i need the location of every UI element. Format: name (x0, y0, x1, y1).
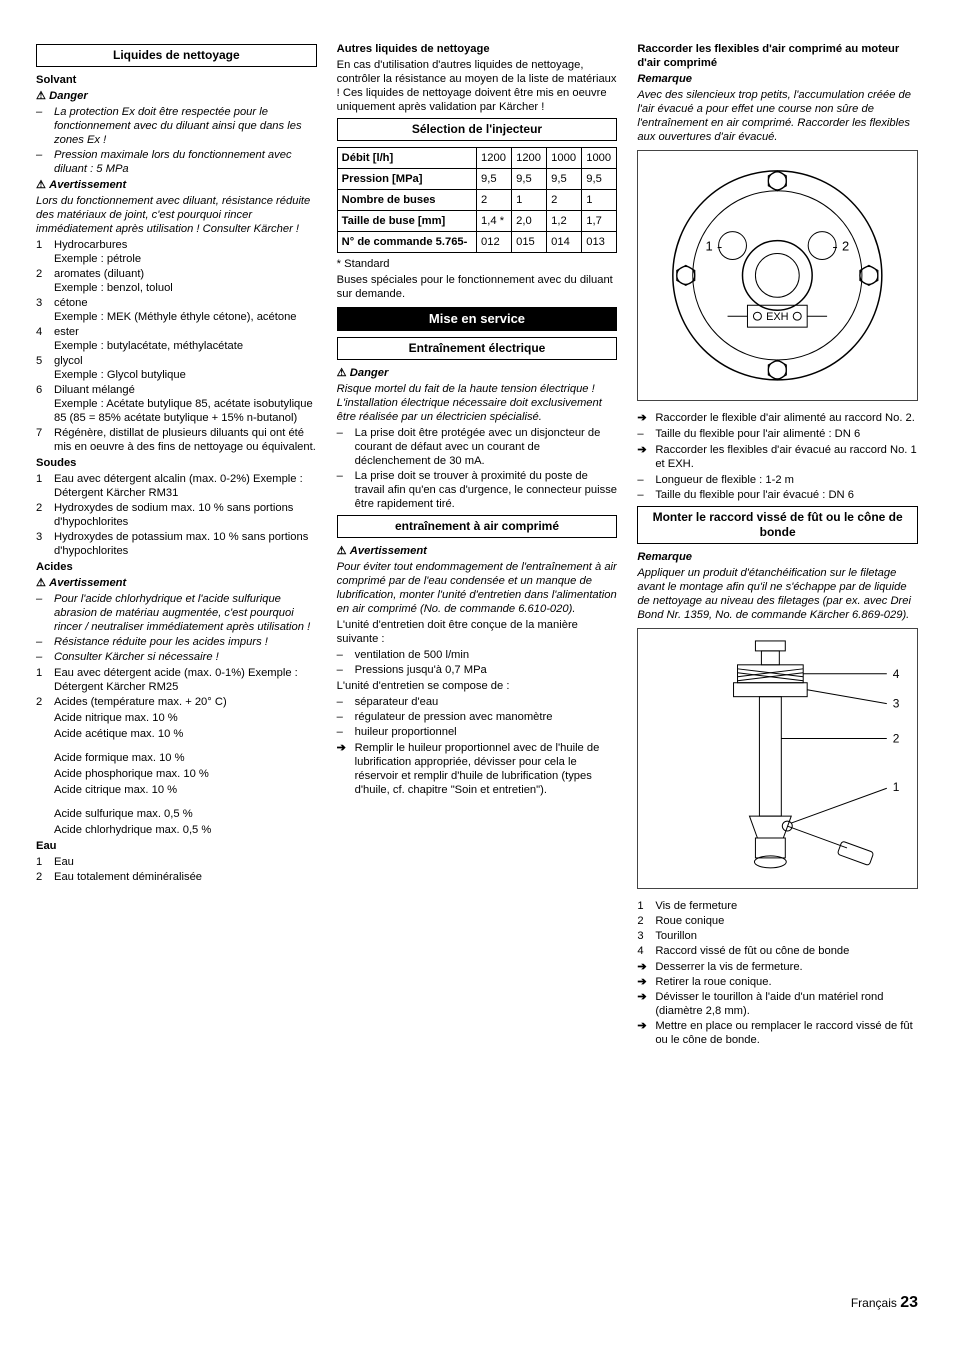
warning-label: Avertissement (36, 576, 317, 590)
list-item: Longueur de flexible : 1-2 m (637, 473, 918, 487)
list-item: séparateur d'eau (337, 695, 618, 709)
step-item: Remplir le huileur proportionnel avec de… (337, 741, 618, 797)
danger-text: Risque mortel du fait de la haute tensio… (337, 382, 618, 424)
heading-acides: Acides (36, 560, 317, 574)
heading-autres: Autres liquides de nettoyage (337, 42, 618, 56)
danger-item: La protection Ex doit être respectée pou… (36, 105, 317, 147)
heading-raccorder: Raccorder les flexibles d'air comprimé a… (637, 42, 918, 70)
list-item: 1Eau avec détergent alcalin (max. 0-2%) … (36, 472, 317, 500)
heading-selection: Sélection de l'injecteur (337, 118, 618, 141)
heading-solvant: Solvant (36, 73, 317, 87)
list-item: huileur proportionnel (337, 725, 618, 739)
list-item: 1Eau (36, 855, 317, 869)
injector-table: Débit [l/h]1200120010001000 Pression [MP… (337, 147, 618, 253)
list-item: La prise doit être protégée avec un disj… (337, 426, 618, 468)
list-item: 2Eau totalement déminéralisée (36, 870, 317, 884)
part-item: 4Raccord vissé de fût ou cône de bonde (637, 944, 918, 958)
heading-entrainement-elec: Entraînement électrique (337, 337, 618, 360)
heading-monter: Monter le raccord vissé de fût ou le côn… (637, 506, 918, 544)
list-item: La prise doit se trouver à proximité du … (337, 469, 618, 511)
list-item: Pressions jusqu'à 0,7 MPa (337, 663, 618, 677)
danger-label: Danger (36, 89, 317, 103)
fig-label: 1 (893, 780, 900, 794)
part-item: 2Roue conique (637, 914, 918, 928)
warning-label: Avertissement (36, 178, 317, 192)
warning-text: Lors du fonctionnement avec diluant, rés… (36, 194, 317, 236)
remark-text: Avec des silencieux trop petits, l'accum… (637, 88, 918, 144)
list-item: 3Hydroxydes de potassium max. 10 % sans … (36, 530, 317, 558)
fig-label: 4 (893, 667, 900, 681)
list-item: 6Diluant mélangéExemple : Acétate butyli… (36, 383, 317, 425)
list-item: régulateur de pression avec manomètre (337, 710, 618, 724)
step-item: Raccorder le flexible d'air alimenté au … (637, 411, 918, 425)
step-item: Raccorder les flexibles d'air évacué au … (637, 443, 918, 471)
danger-item: Pression maximale lors du fonctionnement… (36, 148, 317, 176)
body-text: Acide nitrique max. 10 % (54, 711, 317, 725)
list-item: Résistance réduite pour les acides impur… (36, 635, 317, 649)
list-item: Consulter Kärcher si nécessaire ! (36, 650, 317, 664)
remark-label: Remarque (637, 72, 918, 86)
body-text: Buses spéciales pour le fonctionnement a… (337, 273, 618, 301)
list-item: Taille du flexible pour l'air évacué : D… (637, 488, 918, 502)
list-item: 7Régénère, distillat de plusieurs diluan… (36, 426, 317, 454)
list-item: Pour l'acide chlorhydrique et l'acide su… (36, 592, 317, 634)
fig-label: 2 (893, 731, 900, 745)
body-text: L'unité d'entretien doit être conçue de … (337, 618, 618, 646)
step-item: Retirer la roue conique. (637, 975, 918, 989)
warning-label: Avertissement (337, 544, 618, 558)
body-text: Acide sulfurique max. 0,5 % (54, 807, 317, 821)
body-text: En cas d'utilisation d'autres liquides d… (337, 58, 618, 114)
heading-eau: Eau (36, 839, 317, 853)
fig-label: 3 (893, 696, 900, 710)
footer-lang: Français (851, 1296, 897, 1310)
part-item: 3Tourillon (637, 929, 918, 943)
figure-motor-top: 1 2 EXH (637, 150, 918, 401)
heading-soudes: Soudes (36, 456, 317, 470)
list-item: 5glycolExemple : Glycol butylique (36, 354, 317, 382)
remark-label: Remarque (637, 550, 918, 564)
body-text: L'unité d'entretien se compose de : (337, 679, 618, 693)
figure-barrel-connector: 4 3 2 1 (637, 628, 918, 889)
heading-liquides: Liquides de nettoyage (36, 44, 317, 67)
page-footer: Français 23 (36, 1293, 918, 1313)
part-item: 1Vis de fermeture (637, 899, 918, 913)
step-item: Mettre en place ou remplacer le raccord … (637, 1019, 918, 1047)
list-item: 2Hydroxydes de sodium max. 10 % sans por… (36, 501, 317, 529)
fig-label: 2 (842, 239, 849, 254)
list-item: ventilation de 500 l/min (337, 648, 618, 662)
fig-label: EXH (766, 311, 789, 323)
list-item: 4esterExemple : butylacétate, méthylacét… (36, 325, 317, 353)
step-item: Desserrer la vis de fermeture. (637, 960, 918, 974)
list-item: 2aromates (diluant)Exemple : benzol, tol… (36, 267, 317, 295)
body-text: Acide phosphorique max. 10 % (54, 767, 317, 781)
danger-label: Danger (337, 366, 618, 380)
body-text: Acide formique max. 10 % (54, 751, 317, 765)
list-item: 2Acides (température max. + 20° C) (36, 695, 317, 709)
footer-page: 23 (900, 1294, 918, 1311)
step-item: Dévisser le tourillon à l'aide d'un maté… (637, 990, 918, 1018)
remark-text: Appliquer un produit d'étanchéification … (637, 566, 918, 622)
body-text: Acide acétique max. 10 % (54, 727, 317, 741)
fig-label: 1 (706, 239, 713, 254)
heading-mise-en-service: Mise en service (337, 307, 618, 331)
warning-text: Pour éviter tout endommagement de l'entr… (337, 560, 618, 616)
list-item: 1Eau avec détergent acide (max. 0-1%) Ex… (36, 666, 317, 694)
list-item: 3cétoneExemple : MEK (Méthyle éthyle cét… (36, 296, 317, 324)
list-item: 1HydrocarburesExemple : pétrole (36, 238, 317, 266)
heading-entrainement-air: entraînement à air comprimé (337, 515, 618, 538)
body-text: Acide chlorhydrique max. 0,5 % (54, 823, 317, 837)
footnote: * Standard (337, 257, 618, 271)
body-text: Acide citrique max. 10 % (54, 783, 317, 797)
list-item: Taille du flexible pour l'air alimenté :… (637, 427, 918, 441)
